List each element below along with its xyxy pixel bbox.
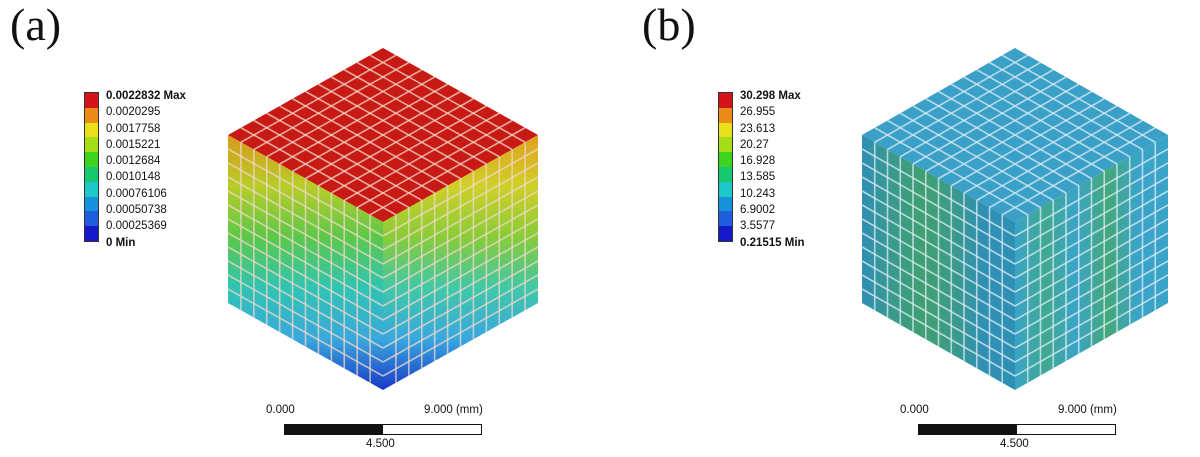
panel-a: (a) 0.0022832 [10, 0, 539, 450]
legend-swatches [718, 92, 733, 242]
legend-label: 0.21515 Min [740, 236, 805, 249]
legend-label: 3.5577 [740, 220, 776, 233]
legend-swatch [719, 166, 732, 182]
legend-swatch [85, 166, 98, 182]
scale-end: 9.000 (mm) [424, 404, 483, 416]
lattice-grid [861, 54, 1169, 383]
legend-label: 13.585 [740, 171, 776, 184]
legend-swatch [85, 107, 98, 123]
lattice-grid [227, 54, 539, 383]
legend-swatch [85, 137, 98, 153]
legend-swatch [719, 152, 732, 167]
legend-label: 30.298 Max [740, 90, 801, 102]
legend-labels: 30.298 Max 26.955 23.613 20.27 16.928 13.585 1… [740, 88, 805, 251]
scale-bar-graphic [284, 424, 482, 435]
legend-label: 23.613 [740, 122, 776, 135]
legend-label: 0.0017758 [106, 122, 161, 135]
legend-label: 0 Min [106, 236, 136, 249]
legend-label: 10.243 [740, 187, 776, 200]
legend-swatch [85, 196, 98, 212]
legend-label: 20.27 [740, 138, 769, 151]
legend-label: 0.00050738 [106, 204, 167, 217]
legend-label: 6.9002 [740, 204, 776, 217]
legend-swatch [85, 211, 98, 227]
scale-end: 9.000 (mm) [1058, 404, 1117, 416]
legend-labels: 0.0022832 Max 0.0020295 0.0017758 0.0015221… [106, 88, 186, 251]
panel-label-a: (a) [10, 0, 62, 50]
legend-swatch [85, 152, 98, 167]
legend-swatch [85, 181, 98, 197]
legend-label: 0.0020295 [106, 106, 161, 119]
scale-mid: 4.500 [366, 438, 395, 450]
deformation-lattice-model [227, 48, 539, 390]
legend-swatch [719, 226, 732, 241]
legend-swatch [719, 137, 732, 153]
scale-start: 0.000 [900, 404, 929, 416]
legend-swatches [84, 92, 99, 242]
legend-swatch [719, 196, 732, 212]
legend-swatch [85, 226, 98, 241]
panel-label-b: (b) [642, 0, 696, 50]
scale-start: 0.000 [266, 404, 295, 416]
legend-label: 0.00025369 [106, 220, 167, 233]
legend-label: 26.955 [740, 106, 776, 119]
stress-lattice-model [861, 48, 1169, 390]
legend-swatch [719, 122, 732, 138]
scale-bar-graphic [918, 424, 1116, 435]
legend-label: 0.0012684 [106, 155, 161, 168]
scale-mid: 4.500 [1000, 438, 1029, 450]
legend-label: 0.0010148 [106, 171, 161, 184]
legend-label: 16.928 [740, 155, 776, 168]
legend-swatch [719, 211, 732, 227]
legend-swatch [719, 107, 732, 123]
panel-b: (b) 30.298 Max [600, 0, 1200, 457]
legend-label: 0.00076106 [106, 187, 167, 200]
legend-swatch [719, 93, 732, 108]
legend-swatch [85, 122, 98, 138]
legend-label: 0.0022832 Max [106, 90, 186, 102]
legend-swatch [719, 181, 732, 197]
legend-swatch [85, 93, 98, 108]
legend-label: 0.0015221 [106, 138, 161, 151]
